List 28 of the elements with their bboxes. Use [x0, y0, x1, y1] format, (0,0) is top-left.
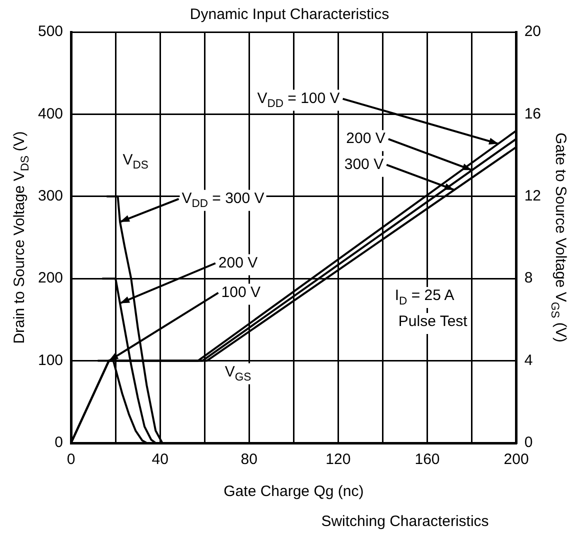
y-tick-label: 500	[38, 23, 64, 40]
y2-tick-label: 16	[524, 105, 542, 122]
x-tick-label: 120	[326, 451, 351, 468]
x-tick-label: 200	[504, 451, 529, 468]
annotation: 100 V	[221, 284, 260, 301]
y-tick-label: 200	[38, 270, 64, 287]
y-tick-label: 400	[38, 105, 64, 122]
x-axis-title: Gate Charge Qg (nc)	[224, 483, 364, 500]
y-tick-label: 0	[54, 434, 64, 452]
annotation: 200 V	[346, 130, 386, 148]
annotation: Pulse Test	[398, 313, 468, 330]
x-tick-label: 40	[152, 451, 168, 468]
x-tick-label: 160	[414, 451, 440, 468]
y2-tick-label: 12	[524, 188, 542, 205]
y-tick-label: 100	[38, 352, 64, 369]
chart-title: Dynamic Input Characteristics	[190, 6, 390, 24]
text: Switching Characteristics	[321, 513, 489, 530]
y-axis-title: Drain to Source Voltage VDS (V)	[11, 131, 32, 344]
y2-tick-label: 8	[524, 270, 533, 287]
x-tick-label: 80	[240, 451, 258, 468]
x-tick-label: 0	[66, 451, 76, 468]
y2-tick-label: 0	[524, 434, 533, 452]
annotation: 300 V	[344, 156, 384, 173]
y2-axis-title: Gate to Source Voltage VGS (V)	[548, 132, 569, 342]
y-tick-label: 300	[38, 188, 64, 205]
y2-tick-label: 20	[524, 23, 542, 40]
annotation: 200 V	[218, 254, 258, 272]
y2-tick-label: 4	[524, 352, 533, 369]
